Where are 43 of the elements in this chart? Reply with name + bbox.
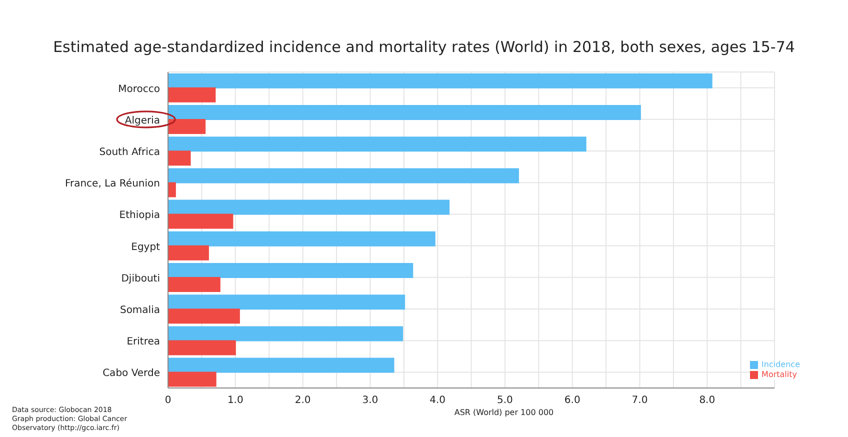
x-tick-label: 4.0 — [430, 395, 446, 406]
bar — [168, 231, 436, 246]
bar — [168, 214, 234, 229]
bar — [168, 308, 240, 324]
bar — [168, 326, 404, 342]
x-tick-label: 7.0 — [632, 395, 648, 406]
bar — [168, 150, 191, 166]
x-tick-label: 8.0 — [699, 395, 716, 406]
bar — [168, 87, 216, 102]
bar — [168, 136, 586, 152]
bar — [168, 118, 206, 134]
y-tick-label: South Africa — [99, 147, 160, 158]
y-tick-label: Egypt — [131, 242, 160, 253]
y-tick-label: Algeria — [124, 115, 160, 126]
x-tick-label: 5.0 — [497, 395, 513, 406]
x-tick-label: 3.0 — [362, 395, 378, 406]
bar — [168, 73, 712, 88]
bar — [168, 245, 209, 260]
legend-label: Incidence — [762, 360, 800, 369]
bar — [168, 358, 394, 373]
y-tick-label: Eritrea — [126, 336, 160, 348]
chart-title: Estimated age-standardized incidence and mortality rates (World) in 2018, both sexes, ages 15-74 — [52, 38, 796, 56]
bar — [168, 294, 406, 310]
bar — [168, 200, 450, 215]
y-tick-label: France, La Réunion — [64, 178, 160, 190]
y-tick-label: Morocco — [118, 84, 160, 95]
bar — [168, 276, 220, 292]
x-tick-label: 2.0 — [294, 395, 311, 406]
bar — [168, 104, 641, 120]
bar — [168, 168, 519, 184]
y-tick-label: Ethiopia — [119, 210, 160, 222]
y-tick-label: Djibouti — [121, 273, 160, 284]
y-tick-label: Cabo Verde — [102, 368, 160, 380]
bar — [168, 262, 414, 278]
legend-label: Mortality — [762, 370, 797, 379]
x-tick-label: 6.0 — [564, 395, 580, 406]
bar — [168, 372, 216, 387]
x-tick-label: 0 — [164, 395, 172, 406]
bar — [168, 340, 236, 356]
x-tick-label: 1.0 — [227, 395, 244, 406]
bar — [168, 182, 176, 198]
x-axis-title: ASR (World) per 100 000 — [453, 408, 555, 417]
y-tick-label: Somalia — [120, 305, 160, 316]
